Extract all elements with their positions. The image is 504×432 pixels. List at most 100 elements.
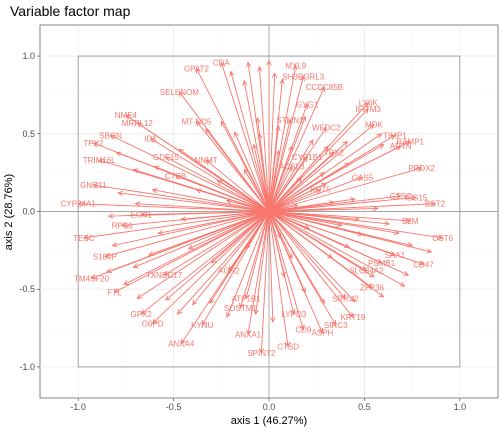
variable-label: SAA1 — [385, 251, 406, 260]
arrow-shaft — [268, 211, 373, 289]
variable-label: PSMB1 — [368, 259, 396, 268]
arrow-shaft — [268, 108, 369, 212]
arrow-shaft — [205, 159, 270, 212]
arrow-shaft — [268, 211, 396, 256]
variable-label: SBGN — [99, 131, 122, 140]
arrow-shaft — [268, 195, 401, 212]
arrow-head — [187, 244, 194, 250]
variable-arrow — [268, 123, 375, 212]
arrow-shaft — [196, 121, 270, 212]
variable-label: ISG15 — [405, 194, 428, 203]
variable-label: CCDC85B — [306, 83, 343, 92]
arrow-head — [342, 140, 349, 147]
variable-label: RAMP1 — [396, 138, 424, 147]
variable-arrow — [82, 211, 270, 240]
arrow-shaft — [83, 211, 270, 239]
arrow-head — [303, 103, 309, 110]
variable-arrow — [268, 165, 293, 212]
arrow-shaft — [178, 91, 270, 212]
arrow-shaft — [259, 66, 270, 212]
arrow-head — [109, 134, 116, 140]
arrow-head — [368, 123, 375, 130]
variable-arrow — [268, 211, 291, 348]
arrow-head — [174, 174, 181, 180]
arrow-head — [301, 115, 307, 122]
arrow-head — [279, 78, 285, 85]
arrow-shaft — [165, 211, 270, 301]
x-axis-ticks: -1.0 -0.5 0.0 0.5 1.0 — [70, 398, 466, 412]
arrow-shaft — [268, 211, 356, 302]
arrow-head — [134, 201, 141, 207]
variable-arrow — [268, 211, 373, 289]
arrow-shaft — [158, 211, 270, 234]
arrow-head — [246, 329, 252, 336]
arrow-shaft — [112, 211, 270, 247]
arrow-head — [367, 283, 373, 289]
arrow-head — [393, 230, 400, 236]
variable-label: OST6 — [432, 234, 453, 243]
x-tick-label: 0.0 — [263, 402, 276, 412]
arrow-head — [149, 137, 156, 143]
variable-arrow — [268, 101, 369, 212]
variable-arrow — [268, 211, 396, 257]
variable-arrow — [242, 79, 270, 212]
arrow-shaft — [268, 211, 337, 326]
variable-label: TPX2 — [324, 148, 345, 157]
y-tick-label: 0.5 — [22, 129, 35, 139]
variable-arrow — [257, 132, 270, 212]
variable-arrow — [121, 211, 270, 228]
variable-arrow — [268, 118, 292, 212]
variable-arrow — [92, 183, 270, 212]
variable-label: WFDC2 — [312, 124, 341, 133]
arrow-head — [280, 271, 286, 278]
arrow-shaft — [243, 169, 270, 212]
variable-arrow — [268, 193, 402, 212]
arrow-head — [418, 260, 425, 266]
arrow-shaft — [253, 144, 270, 212]
arrow-head — [92, 183, 99, 189]
variable-label: GAS5 — [352, 173, 374, 182]
arrow-shaft — [268, 86, 325, 212]
arrow-shaft — [78, 203, 270, 212]
variable-label: KYNU — [191, 321, 213, 330]
arrow-shaft — [268, 211, 354, 318]
variable-arrow — [243, 168, 270, 212]
variable-label: CDA — [213, 58, 231, 67]
variable-arrow — [257, 65, 270, 212]
arrow-shaft — [268, 166, 293, 212]
variable-arrow — [268, 86, 325, 212]
arrow-head — [376, 258, 383, 264]
variable-arrow — [268, 172, 326, 212]
variable-arrow — [268, 211, 305, 331]
arrow-head — [103, 252, 110, 258]
arrow-shaft — [268, 156, 308, 212]
variable-arrow — [268, 211, 276, 323]
arrow-head — [361, 266, 368, 272]
arrow-head — [180, 216, 187, 222]
arrow-head — [399, 281, 406, 287]
arrow-head — [157, 229, 164, 235]
arrow-shaft — [268, 211, 363, 236]
arrow-shaft — [268, 125, 279, 212]
arrow-head — [320, 86, 325, 93]
arrow-shaft — [137, 122, 270, 212]
arrow-head — [220, 61, 226, 68]
arrow-head — [216, 179, 223, 185]
arrow-head — [257, 65, 263, 72]
variable-arrow — [268, 211, 356, 303]
arrow-shaft — [268, 211, 411, 222]
arrow-shaft — [268, 197, 416, 212]
variable-label: ECH1 — [130, 211, 152, 220]
variable-arrow — [157, 211, 270, 235]
variable-label: ARTN — [390, 142, 412, 151]
variable-arrow — [268, 189, 322, 212]
variable-arrow — [259, 211, 270, 354]
variable-arrow — [252, 143, 270, 212]
arrow-head — [246, 61, 252, 68]
arrow-head — [257, 132, 263, 139]
arrow-head — [255, 117, 261, 124]
variable-arrow — [244, 211, 270, 300]
variable-arrow — [187, 211, 270, 250]
arrow-head — [430, 201, 437, 207]
